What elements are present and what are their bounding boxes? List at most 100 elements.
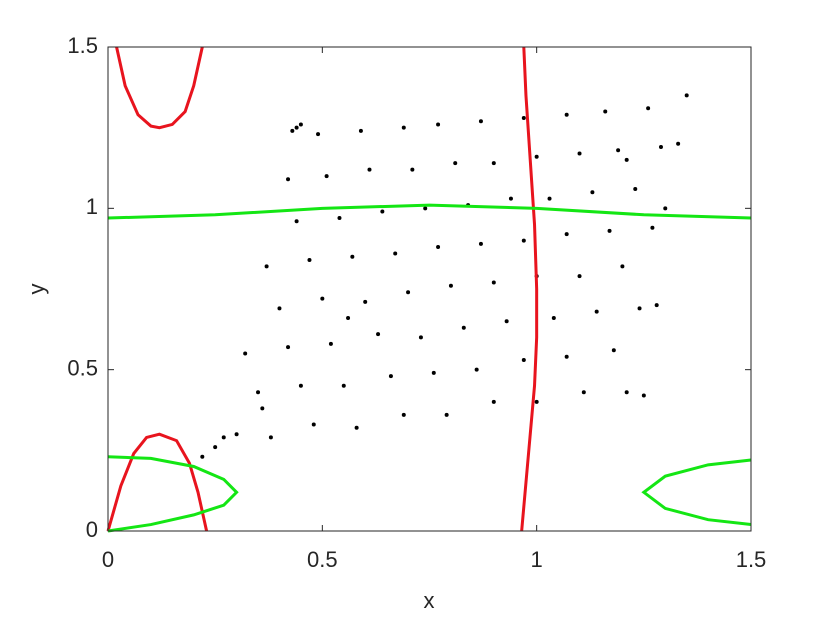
scatter-point <box>581 390 586 395</box>
scatter-point <box>641 393 646 398</box>
scatter-point <box>594 309 599 314</box>
scatter-point <box>286 345 291 350</box>
scatter-point <box>393 251 398 256</box>
scatter-point <box>491 399 496 404</box>
scatter-point <box>684 93 689 98</box>
scatter-point <box>633 186 638 191</box>
scatter-point <box>213 445 218 450</box>
scatter-point <box>388 374 393 379</box>
scatter-point <box>324 174 329 179</box>
scatter-point <box>380 209 385 214</box>
scatter-point <box>478 241 483 246</box>
scatter-point <box>423 206 428 211</box>
scatter-point <box>316 132 321 137</box>
scatter-point <box>286 177 291 182</box>
scatter-point <box>521 238 526 243</box>
scatter-point <box>234 432 239 437</box>
scatter-point <box>346 316 351 321</box>
scatter-point <box>410 167 415 172</box>
scatter-point <box>277 306 282 311</box>
scatter-point <box>311 422 316 427</box>
x-tick-label: 0 <box>102 547 114 572</box>
scatter-point <box>448 283 453 288</box>
scatter-point <box>320 296 325 301</box>
scatter-point <box>294 125 299 130</box>
scatter-point <box>436 122 441 127</box>
plot-area <box>108 47 751 531</box>
scatter-point <box>663 206 668 211</box>
scatter-point <box>474 367 479 372</box>
scatter-point <box>547 196 552 201</box>
scatter-point <box>603 109 608 114</box>
y-tick-label: 1 <box>86 194 98 219</box>
scatter-point <box>337 216 342 221</box>
scatter-point <box>354 425 359 430</box>
scatter-point <box>521 357 526 362</box>
scatter-point <box>654 303 659 308</box>
scatter-point <box>620 264 625 269</box>
scatter-point <box>290 128 295 133</box>
scatter-point <box>504 319 509 324</box>
scatter-point <box>328 341 333 346</box>
scatter-point <box>577 151 582 156</box>
scatter-point <box>491 161 496 166</box>
scatter-point <box>564 232 569 237</box>
scatter-point <box>367 167 372 172</box>
scatter-point <box>624 157 629 162</box>
scatter-point <box>401 125 406 130</box>
curve <box>106 46 539 532</box>
scatter-point <box>616 148 621 153</box>
x-axis-label: x <box>424 588 435 613</box>
scatter-point <box>650 225 655 230</box>
scatter-point <box>564 112 569 117</box>
scatter-point <box>200 454 205 459</box>
scatter-point <box>221 435 226 440</box>
scatter-point <box>590 190 595 195</box>
scatter-point <box>611 348 616 353</box>
scatter-point <box>363 299 368 304</box>
y-axis-label: y <box>24 284 49 295</box>
scatter-point <box>534 399 539 404</box>
scatter-point <box>444 412 449 417</box>
x-tick-label: 0.5 <box>307 547 338 572</box>
scatter-point <box>551 316 556 321</box>
scatter-point <box>418 335 423 340</box>
scatter-point <box>376 332 381 337</box>
scatter-point <box>307 257 312 262</box>
scatter-point <box>436 245 441 250</box>
scatter-point <box>264 264 269 269</box>
scatter-point <box>350 254 355 259</box>
axes-box <box>107 46 752 532</box>
scatter-point <box>508 196 513 201</box>
scatter-point <box>658 145 663 150</box>
scatter-point <box>298 383 303 388</box>
scatter-point <box>243 351 248 356</box>
y-tick-label: 0 <box>86 517 98 542</box>
scatter-point <box>401 412 406 417</box>
scatter-point <box>607 228 612 233</box>
scatter-point <box>294 219 299 224</box>
scatter-point <box>461 325 466 330</box>
y-tick-label: 1.5 <box>67 33 98 58</box>
scatter-point <box>534 154 539 159</box>
scatter-point <box>478 119 483 124</box>
scatter-point <box>637 306 642 311</box>
scatter-point <box>646 106 651 111</box>
scatter-point <box>676 141 681 146</box>
scatter-point <box>256 390 261 395</box>
scatter-point <box>260 406 265 411</box>
x-tick-label: 1 <box>531 547 543 572</box>
scatter-point <box>358 128 363 133</box>
scatter-point <box>491 280 496 285</box>
scatter-point <box>521 115 526 120</box>
scatter-point <box>406 290 411 295</box>
scatter-point <box>577 274 582 279</box>
scatter-point <box>564 354 569 359</box>
scatter-point <box>298 122 303 127</box>
y-tick-label: 0.5 <box>67 355 98 380</box>
scatter-point <box>341 383 346 388</box>
scatter-point <box>624 390 629 395</box>
scatter-point <box>431 370 436 375</box>
